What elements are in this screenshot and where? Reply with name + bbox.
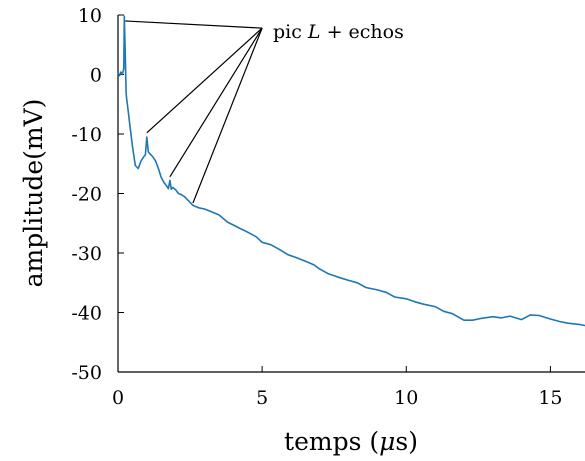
series-line xyxy=(117,15,585,327)
y-tick-label: -10 xyxy=(71,124,102,146)
x-axis-label-suffix: s) xyxy=(395,427,418,456)
annotation-symbol: L xyxy=(307,21,321,43)
x-tick-label: 5 xyxy=(256,387,268,409)
tick-labels: 0 5 10 15 10 0 -10 -20 -30 -40 -50 xyxy=(71,5,562,409)
series-group xyxy=(117,15,585,327)
x-tick-label: 0 xyxy=(112,387,124,409)
annotation-pointer xyxy=(146,27,263,134)
y-tick-label: -50 xyxy=(71,362,102,384)
y-tick-label: -20 xyxy=(71,184,102,206)
ticks xyxy=(117,14,551,373)
x-axis-label-prefix: temps ( xyxy=(284,427,379,456)
x-tick-label: 15 xyxy=(538,387,562,409)
x-axis-label: temps (μs) xyxy=(284,427,418,456)
annotation-pointer xyxy=(169,27,263,178)
x-axis-label-symbol: μ xyxy=(379,427,395,456)
plot-area: 0 5 10 15 10 0 -10 -20 -30 -40 -50 xyxy=(71,5,585,409)
y-tick-label: -30 xyxy=(71,243,102,265)
annotation-group xyxy=(125,20,263,204)
annotation-label: pic L + echos xyxy=(273,21,404,43)
y-axis-label: amplitude(mV) xyxy=(19,99,48,288)
x-tick-label: 10 xyxy=(394,387,418,409)
y-tick-label: 0 xyxy=(90,65,102,87)
annotation-prefix: pic xyxy=(273,21,308,43)
annotation-suffix: + echos xyxy=(321,21,404,43)
y-tick-label: 10 xyxy=(78,5,102,27)
annotation-pointer xyxy=(192,27,263,204)
annotation-pointer xyxy=(125,20,263,29)
y-tick-label: -40 xyxy=(71,303,102,325)
